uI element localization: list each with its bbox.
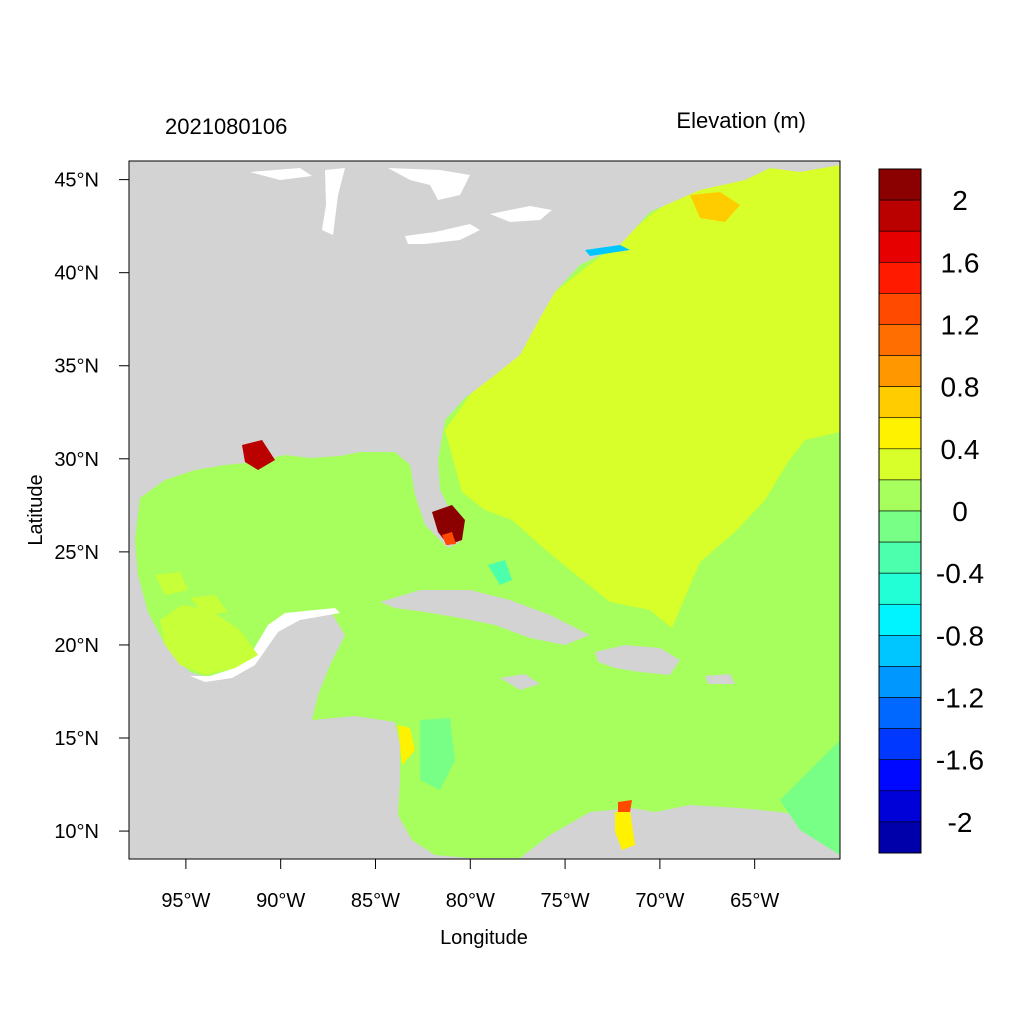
yucatan-white-fringe bbox=[190, 608, 340, 682]
colorbar-segment bbox=[878, 821, 922, 854]
puerto-rico bbox=[705, 674, 735, 684]
colorbar-segment bbox=[878, 541, 922, 574]
colorbar-segment bbox=[878, 572, 922, 605]
latitude-axis: 45°N 40°N 35°N 30°N 25°N 20°N 15°N 10°N bbox=[54, 170, 129, 843]
colorbar-label: -0.4 bbox=[936, 558, 984, 589]
land-mass bbox=[129, 161, 840, 859]
maracaibo-core bbox=[618, 800, 632, 812]
colorbar-segment bbox=[878, 324, 922, 356]
x-tick-label: 85°W bbox=[351, 890, 400, 912]
map-frame bbox=[128, 160, 841, 860]
lake-huron bbox=[388, 168, 470, 200]
lake-erie bbox=[405, 224, 480, 244]
x-axis-label: Longitude bbox=[440, 927, 528, 949]
colorbar-label: -2 bbox=[948, 807, 973, 838]
lake-michigan bbox=[322, 168, 345, 235]
colorbar-label: 1.2 bbox=[941, 309, 980, 340]
colorbar-segment bbox=[878, 728, 922, 761]
longitude-axis: 95°W 90°W 85°W 80°W 75°W 70°W 65°W bbox=[161, 859, 779, 912]
colorbar-segment bbox=[878, 790, 922, 823]
y-tick-label: 10°N bbox=[54, 821, 99, 843]
y-tick-label: 35°N bbox=[54, 356, 99, 378]
map-plot-area bbox=[129, 161, 840, 859]
x-tick-label: 65°W bbox=[730, 890, 779, 912]
x-tick-label: 95°W bbox=[161, 890, 210, 912]
colorbar-label: 2 bbox=[952, 185, 968, 216]
texas-shelf bbox=[155, 572, 188, 595]
colorbar-segment bbox=[878, 355, 922, 387]
great-lakes bbox=[250, 168, 552, 244]
colorbar-label: 1.6 bbox=[941, 247, 980, 278]
florida-surge bbox=[432, 505, 465, 545]
colorbar-segment bbox=[878, 759, 922, 792]
y-tick-label: 20°N bbox=[54, 635, 99, 657]
lake-ontario bbox=[490, 206, 552, 222]
colorbar-label: 0.8 bbox=[941, 372, 980, 403]
y-axis-label: Latitude bbox=[25, 474, 47, 545]
florida-surge-core bbox=[442, 532, 456, 545]
bahamas-shallow bbox=[488, 560, 512, 585]
colorbar-segment bbox=[878, 603, 922, 636]
colorbar-segment bbox=[878, 417, 922, 450]
atlantic-high-region bbox=[445, 161, 840, 628]
east-caribbean-low bbox=[780, 740, 840, 855]
colorbar-segment bbox=[878, 293, 922, 325]
colorbar-segment bbox=[878, 635, 922, 667]
honduras-low bbox=[420, 718, 455, 790]
colorbar-segment bbox=[878, 510, 922, 543]
nicaragua-high bbox=[398, 725, 415, 765]
jamaica bbox=[500, 674, 540, 690]
colorbar-label: -1.2 bbox=[936, 683, 984, 714]
long-island-sound-low bbox=[585, 245, 630, 256]
colorbar-label: 0 bbox=[952, 496, 968, 527]
colorbar-frame bbox=[878, 168, 922, 854]
gulf-green-shelf bbox=[160, 605, 258, 675]
y-tick-label: 25°N bbox=[54, 542, 99, 564]
y-tick-label: 30°N bbox=[54, 449, 99, 471]
cuba bbox=[380, 590, 590, 645]
lake-superior bbox=[250, 168, 312, 180]
colorbar-segment bbox=[878, 666, 922, 698]
colorbar-segment bbox=[878, 697, 922, 729]
colorbar-segment bbox=[878, 448, 922, 481]
map-variable-title: Elevation (m) bbox=[676, 108, 806, 133]
colorbar-label: 0.4 bbox=[941, 434, 980, 465]
colorbar-segment bbox=[878, 230, 922, 263]
colorbar-segment bbox=[878, 386, 922, 419]
maracaibo-high bbox=[615, 810, 635, 850]
colorbar-segment bbox=[878, 479, 922, 512]
louisiana-surge bbox=[242, 440, 275, 470]
colorbar: 2 1.6 1.2 0.8 0.4 0 -0.4 -0.8 -1.2 -1.6 -2 bbox=[878, 168, 984, 854]
x-tick-label: 90°W bbox=[256, 890, 305, 912]
colorbar-label: -1.6 bbox=[936, 745, 984, 776]
x-tick-label: 70°W bbox=[635, 890, 684, 912]
x-tick-label: 75°W bbox=[541, 890, 590, 912]
y-tick-label: 45°N bbox=[54, 170, 99, 192]
colorbar-segment bbox=[878, 199, 922, 232]
gulf-of-maine-high bbox=[690, 192, 740, 222]
colorbar-segment bbox=[878, 261, 922, 294]
x-tick-label: 80°W bbox=[446, 890, 495, 912]
colorbar-label: -0.8 bbox=[936, 620, 984, 651]
y-tick-label: 15°N bbox=[54, 728, 99, 750]
colorbar-segment bbox=[878, 168, 922, 201]
campeche-shelf bbox=[190, 595, 228, 615]
map-timestamp: 2021080106 bbox=[165, 114, 287, 139]
caribbean-islands bbox=[380, 590, 735, 690]
hispaniola bbox=[595, 645, 680, 675]
y-tick-label: 40°N bbox=[54, 263, 99, 285]
